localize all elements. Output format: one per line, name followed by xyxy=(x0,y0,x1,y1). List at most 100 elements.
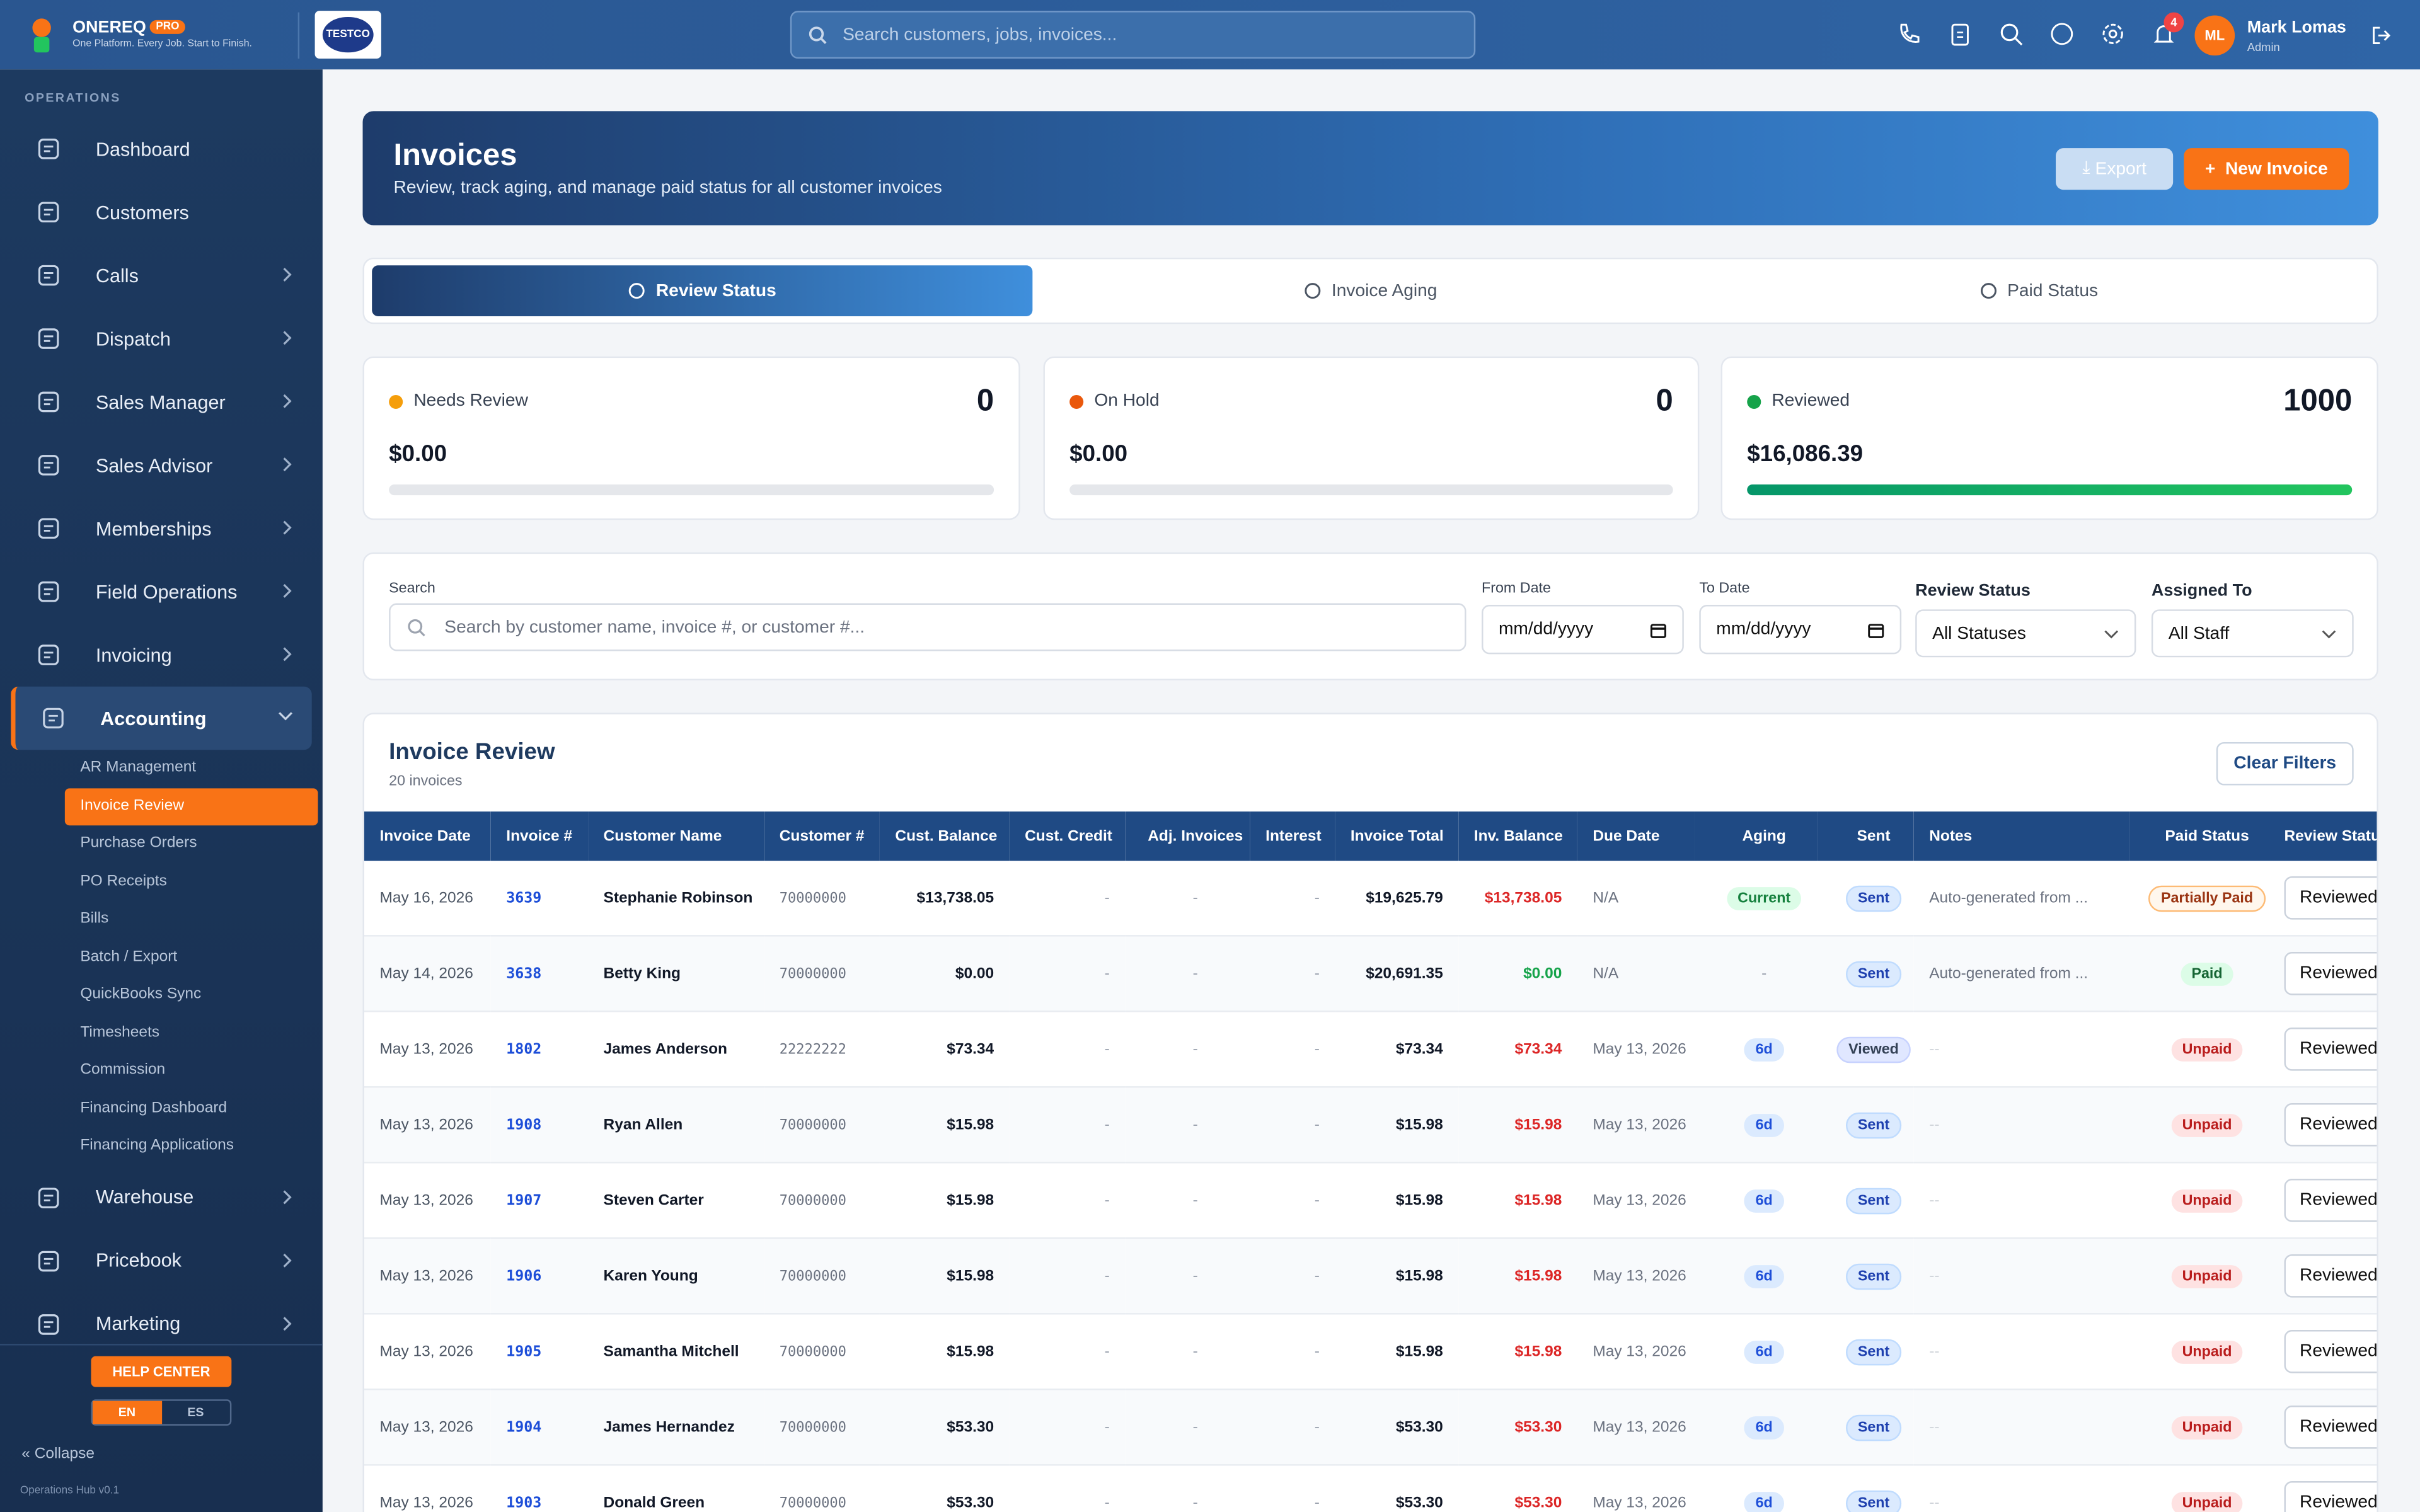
nav-item[interactable]: Dispatch xyxy=(11,307,312,370)
collapse[interactable]: « Collapse xyxy=(21,1445,95,1463)
global-search[interactable]: Search customers, jobs, invoices... xyxy=(790,11,1476,59)
status-dot xyxy=(1747,394,1761,409)
cell: 70000000 xyxy=(764,1389,880,1466)
tab[interactable]: Paid Status xyxy=(1708,265,2369,316)
review-select[interactable]: Reviewed xyxy=(2284,1406,2377,1449)
card-count: 0 xyxy=(976,384,994,418)
nav-item[interactable]: Field Operations xyxy=(11,560,312,623)
invoice-link[interactable]: 1903 xyxy=(506,1494,542,1511)
invoice-link[interactable]: 3638 xyxy=(506,965,542,982)
customer-name: James Anderson xyxy=(603,1040,728,1058)
cell: - xyxy=(1009,1389,1126,1466)
amount: $53.30 xyxy=(1395,1418,1443,1436)
invoice-link[interactable]: 1906 xyxy=(506,1267,542,1285)
cell: Sent xyxy=(1818,936,1914,1012)
column-header: Aging xyxy=(1694,811,1818,861)
nav-item[interactable]: Accounting xyxy=(11,686,312,750)
table-row: May 13, 2026 1907 Steven Carter 70000000 $15… xyxy=(364,1162,2377,1239)
cell: $20,691.35 xyxy=(1335,936,1459,1012)
from-date[interactable]: mm/dd/yyyy xyxy=(1482,605,1684,655)
cell: Reviewed xyxy=(2269,1011,2377,1088)
nav-subitem[interactable]: PO Receipts xyxy=(80,872,167,890)
nav-subitem[interactable]: Purchase Orders xyxy=(80,834,197,852)
chat-icon[interactable] xyxy=(2049,21,2074,46)
invoice-link[interactable]: 1802 xyxy=(506,1040,542,1058)
cell: - xyxy=(1009,1011,1126,1088)
clear-filters[interactable]: Clear Filters xyxy=(2216,742,2354,786)
nav-item[interactable]: Calls xyxy=(11,244,312,307)
nav-subitem[interactable]: Batch / Export xyxy=(80,948,178,965)
cell: Current xyxy=(1694,861,1818,937)
review-select[interactable]: Reviewed xyxy=(2284,1254,2377,1298)
nav-subitem[interactable]: Financing Dashboard xyxy=(80,1099,228,1116)
lang-en[interactable]: EN xyxy=(92,1400,161,1424)
nav-subitem[interactable]: AR Management xyxy=(80,759,197,776)
review-select[interactable]: Reviewed xyxy=(2284,1330,2377,1373)
nav-subitem[interactable]: Financing Applications xyxy=(80,1137,234,1154)
review-select[interactable]: Reviewed xyxy=(2284,1481,2377,1512)
nav-item[interactable]: Warehouse xyxy=(11,1166,312,1228)
assigned-value: All Staff xyxy=(2168,624,2230,643)
version: Operations Hub v0.1 xyxy=(20,1486,120,1497)
review-select[interactable]: Reviewed xyxy=(2284,1179,2377,1222)
help-center[interactable]: HELP CENTER xyxy=(91,1356,232,1387)
clipboard-icon[interactable] xyxy=(1948,21,1973,46)
company-logo[interactable]: TESTCO xyxy=(314,11,381,59)
nav-item[interactable]: Invoicing xyxy=(11,623,312,686)
section-label: OPERATIONS xyxy=(25,91,121,105)
tab[interactable]: Review Status xyxy=(372,265,1033,317)
review-select[interactable]: Reviewed xyxy=(2284,952,2377,995)
nav-item[interactable]: Sales Manager xyxy=(11,370,312,433)
lang-es[interactable]: ES xyxy=(187,1406,204,1420)
nav-subitem[interactable]: QuickBooks Sync xyxy=(80,985,202,1003)
nav-subitem[interactable]: Timesheets xyxy=(80,1023,160,1041)
cell: Sent xyxy=(1818,861,1914,937)
review-select[interactable]: Reviewed xyxy=(2284,1028,2377,1071)
invoice-link[interactable]: 1904 xyxy=(506,1418,542,1436)
invoice-link[interactable]: 3639 xyxy=(506,889,542,907)
assigned-select[interactable]: All Staff xyxy=(2151,609,2354,658)
settings-icon[interactable] xyxy=(2100,21,2125,46)
filter-search[interactable]: Search by customer name, invoice #, or c… xyxy=(389,603,1466,651)
nav-item[interactable]: Marketing xyxy=(11,1292,312,1355)
tab[interactable]: Invoice Aging xyxy=(1040,265,1701,316)
nav-item[interactable]: Dashboard xyxy=(11,117,312,180)
invoice-link[interactable]: 1908 xyxy=(506,1116,542,1133)
brand-badge: PRO xyxy=(149,20,186,34)
logout-icon[interactable] xyxy=(2371,25,2392,46)
cell: $15.98 xyxy=(1458,1238,1577,1315)
avatar[interactable]: ML xyxy=(2194,15,2235,56)
cell: - xyxy=(1009,936,1126,1012)
cell: 6d xyxy=(1694,1465,1818,1512)
invoice-link[interactable]: 1905 xyxy=(506,1343,542,1360)
nav-item[interactable]: Pricebook xyxy=(11,1229,312,1292)
review-select[interactable]: Reviewed xyxy=(2284,1103,2377,1147)
export-button[interactable]: ⤓ Export xyxy=(2056,148,2174,190)
search-icon xyxy=(809,26,827,43)
review-select[interactable]: Reviewed xyxy=(2284,876,2377,920)
from-placeholder: mm/dd/yyyy xyxy=(1498,620,1594,639)
customer-number: 70000000 xyxy=(779,1193,846,1209)
to-date[interactable]: mm/dd/yyyy xyxy=(1699,605,1902,655)
nav-subitem[interactable]: Invoice Review xyxy=(64,788,318,826)
nav-subitem[interactable]: Bills xyxy=(80,910,109,927)
nav-subitem[interactable]: Commission xyxy=(80,1061,166,1079)
table-row: May 13, 2026 1905 Samantha Mitchell 7000000… xyxy=(364,1314,2377,1390)
table-row: May 16, 2026 3639 Stephanie Robinson 700000… xyxy=(364,861,2377,937)
chevron xyxy=(2322,629,2336,638)
invoice-link[interactable]: 1907 xyxy=(506,1191,542,1209)
sent-badge: Sent xyxy=(1845,885,1902,912)
notes: -- xyxy=(1929,1116,1940,1133)
card-label: Reviewed xyxy=(1772,392,1850,411)
review-select[interactable]: All Statuses xyxy=(1915,609,2136,658)
cell: - xyxy=(1250,1162,1335,1239)
phone-icon[interactable] xyxy=(1897,21,1922,46)
cell: - xyxy=(1009,1087,1126,1164)
cell: Unpaid xyxy=(2129,1162,2269,1239)
new-invoice-button[interactable]: + New Invoice xyxy=(2184,148,2349,190)
nav-item[interactable]: Customers xyxy=(11,181,312,244)
nav-item[interactable]: Memberships xyxy=(11,497,312,560)
nav-item[interactable]: Sales Advisor xyxy=(11,433,312,496)
search-button[interactable] xyxy=(1998,21,2023,46)
amount: $73.34 xyxy=(1395,1040,1443,1058)
